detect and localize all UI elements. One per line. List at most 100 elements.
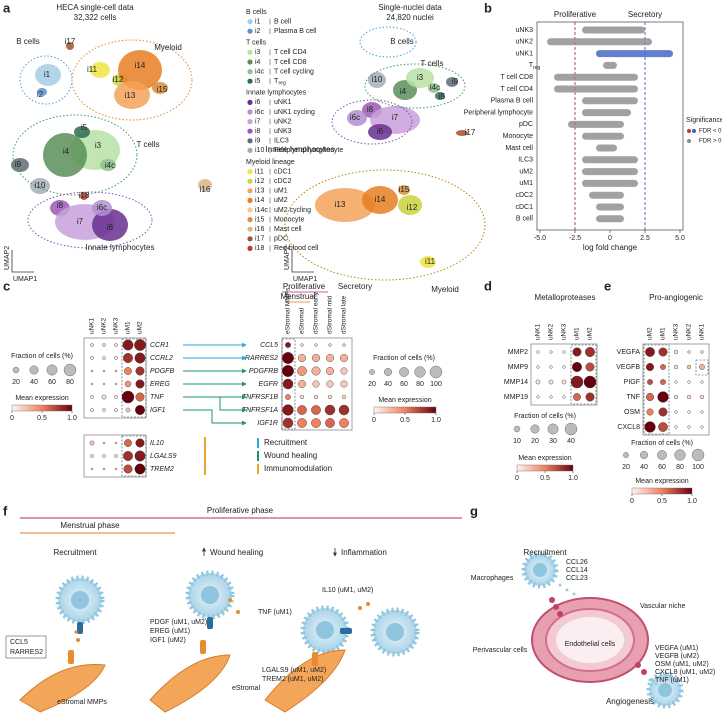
group-label: B cells — [390, 37, 414, 46]
legend-label: 40 — [567, 438, 575, 445]
factor-label: TNF (uM1) — [655, 677, 689, 684]
legend-code: i11 — [255, 168, 264, 175]
dot — [114, 454, 118, 458]
row-label: MMP9 — [508, 364, 528, 371]
legend-dot — [513, 425, 521, 433]
row-label: T cell CD8 — [500, 74, 533, 81]
swarm — [582, 132, 624, 140]
legend-title: Fraction of cells (%) — [373, 355, 435, 362]
dot — [562, 350, 566, 354]
cluster-label: i13 — [335, 200, 346, 209]
panel-letter: b — [484, 0, 492, 15]
legend-code: i18 — [255, 245, 264, 252]
row-label: ILC3 — [518, 157, 533, 164]
row-label: Plasma B cell — [491, 98, 534, 105]
dot — [686, 394, 692, 400]
legend-dot — [564, 422, 578, 436]
cluster — [100, 159, 116, 171]
highlight-box — [281, 338, 296, 430]
dot — [536, 395, 540, 399]
row-label: uNK1 — [515, 50, 533, 57]
cluster — [406, 68, 434, 88]
dot — [102, 441, 106, 445]
row-label: T — [529, 62, 534, 69]
tick-label: 0 — [10, 415, 14, 422]
dot — [135, 379, 145, 389]
panel-letter: d — [484, 278, 492, 293]
column-label: dStromal mid — [327, 295, 334, 334]
dot — [660, 364, 666, 370]
factor-label: CXCL8 (uM1, uM2) — [655, 669, 715, 676]
dot — [313, 394, 319, 400]
row-label: VEGFA — [617, 349, 641, 356]
cluster — [35, 64, 61, 86]
pathway-label: Recruitment — [264, 438, 308, 447]
legend-label: 100 — [430, 381, 442, 388]
legend-name: cDC1 — [274, 168, 292, 175]
factor-label: CCL23 — [566, 575, 588, 582]
cluster-label: i4c — [105, 161, 115, 170]
dot — [123, 464, 133, 474]
legend-name: uNK1 cycling — [274, 109, 315, 116]
dot — [549, 350, 553, 354]
legend-dot — [640, 451, 648, 459]
cluster — [43, 133, 87, 177]
legend-label: 80 — [66, 379, 74, 386]
legend-code: i6 — [255, 99, 261, 106]
row-label: EGFR — [259, 381, 278, 388]
umap-axes — [11, 250, 34, 273]
row-label: LGALS9 — [150, 453, 177, 460]
axis-label: UMAP1 — [13, 276, 37, 283]
row-label: PDGFRB — [249, 368, 279, 375]
legend-title: Fraction of cells (%) — [11, 353, 73, 360]
legend-swatch — [247, 49, 253, 56]
legend-dot — [687, 139, 691, 143]
interaction-arrow — [183, 409, 247, 426]
dot — [585, 362, 595, 372]
legend-group: B cells — [246, 9, 267, 16]
column-label: uNK1 — [89, 317, 96, 334]
column-label: uNK3 — [561, 323, 568, 340]
highlight-box — [695, 359, 709, 376]
tick-label: 0.5 — [657, 498, 667, 505]
legend-dot — [29, 365, 39, 375]
legend-label: 60 — [658, 464, 666, 471]
dot — [123, 451, 133, 461]
cluster — [114, 81, 150, 109]
dot — [135, 438, 145, 448]
dot — [342, 343, 346, 347]
legend-dot — [12, 366, 20, 374]
row-label: TNF — [150, 394, 164, 401]
tick-label: 1.0 — [687, 498, 697, 505]
factor-label: OSM (uM1, uM2) — [655, 661, 709, 668]
row-label: TNFRSF1B — [242, 394, 279, 401]
swarm — [554, 85, 638, 93]
legend-dot — [623, 452, 629, 458]
dot — [585, 392, 595, 402]
legend-name: T cell CD8 — [274, 59, 307, 66]
colorbar — [631, 487, 693, 495]
group-label: Innate lymphocytes — [86, 243, 155, 252]
group-outline — [284, 169, 486, 281]
swarm — [596, 144, 617, 152]
row-label: uNK2 — [515, 39, 533, 46]
dot — [101, 394, 107, 400]
cluster-label: i11 — [425, 257, 436, 266]
swarm — [582, 168, 638, 176]
legend-dot — [547, 423, 559, 435]
column-label: uM1 — [125, 321, 132, 334]
tick-label: 0.5 — [400, 417, 410, 424]
legend-name: Monocyte — [274, 216, 304, 223]
group-outline — [12, 114, 138, 196]
row-label: CCRL2 — [150, 355, 173, 362]
legend-dot — [369, 369, 375, 375]
colorbar — [516, 464, 574, 472]
axis-label: UMAP1 — [293, 276, 317, 283]
legend-label: 20 — [622, 464, 630, 471]
panel-letter: f — [3, 503, 8, 518]
dot — [282, 378, 294, 390]
dot — [135, 405, 145, 415]
section-label: Wound healing — [210, 548, 263, 557]
legend-dot — [63, 363, 77, 377]
